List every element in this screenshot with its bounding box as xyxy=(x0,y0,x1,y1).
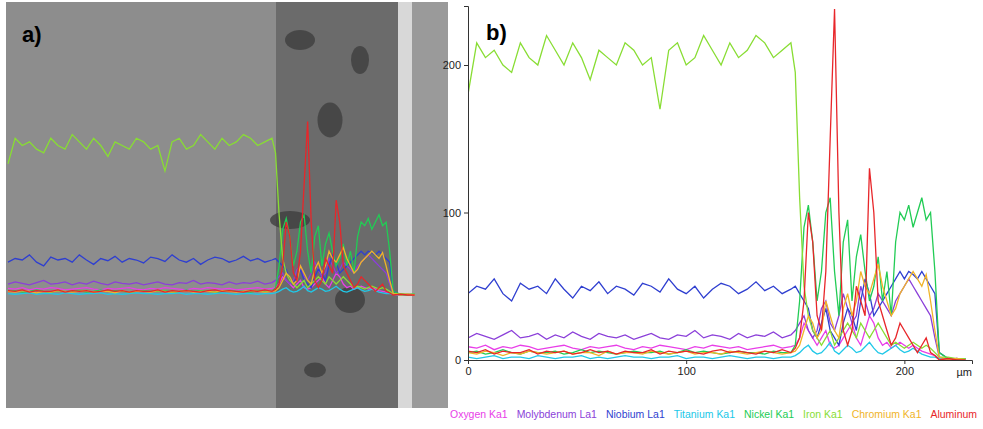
legend-entry: Aluminum xyxy=(930,409,977,420)
overlay-line xyxy=(8,215,415,295)
texture xyxy=(304,363,326,378)
x-tick: 200 xyxy=(896,360,914,377)
x-axis-line xyxy=(469,361,973,365)
x-tick-label: 200 xyxy=(896,365,914,377)
panel-a: a) xyxy=(6,2,448,408)
legend-entry: Nickel Ka1 xyxy=(744,409,794,420)
y-tick: 100 xyxy=(443,207,468,219)
y-tick-mark xyxy=(464,360,468,361)
legend-entry: Titanium Ka1 xyxy=(674,409,735,420)
figure: a) 0 100 200 0 100 200 µm b) Oxygen Ka1 Molybdenum… xyxy=(0,0,983,429)
x-tick: 100 xyxy=(678,360,696,377)
y-axis: 0 100 200 xyxy=(443,7,469,367)
panel-label: a) xyxy=(22,22,42,47)
y-tick-mark xyxy=(464,65,468,66)
x-tick-mark xyxy=(686,360,687,364)
edge xyxy=(398,2,412,408)
plot-lines xyxy=(468,9,965,360)
y-tick-label: 100 xyxy=(443,207,461,219)
x-axis-title: µm xyxy=(956,366,972,378)
panel-label: b) xyxy=(486,20,507,45)
legend-entry: Iron Ka1 xyxy=(803,409,843,420)
overlay-line xyxy=(8,135,415,295)
legend-entry: Niobium La1 xyxy=(606,409,665,420)
series-line xyxy=(468,198,965,360)
y-axis-line xyxy=(464,7,469,361)
legend-entry: Molybdenum La1 xyxy=(517,409,597,420)
overlay-line xyxy=(8,121,415,295)
y-tick-mark xyxy=(464,213,468,214)
overlay-lines xyxy=(8,121,415,295)
coating xyxy=(276,2,400,408)
y-tick: 200 xyxy=(443,59,468,71)
x-tick-label: 0 xyxy=(465,365,471,377)
x-tick-label: 100 xyxy=(678,365,696,377)
sem-image xyxy=(6,2,448,408)
series-line xyxy=(468,36,965,359)
x-tick-mark xyxy=(904,360,905,364)
texture xyxy=(318,103,343,138)
y-tick-label: 0 xyxy=(455,354,461,366)
legend: Oxygen Ka1 Molybdenum La1 Niobium La1 Titan… xyxy=(450,409,977,420)
texture xyxy=(285,30,315,50)
texture xyxy=(351,46,369,74)
legend-entry: Chromium Ka1 xyxy=(852,409,922,420)
substrate xyxy=(6,2,448,408)
x-tick: 0 xyxy=(465,360,471,377)
x-axis: 0 100 200 xyxy=(465,360,972,377)
y-tick-label: 200 xyxy=(443,59,461,71)
legend-entry: Oxygen Ka1 xyxy=(450,409,508,420)
panel-b: 0 100 200 0 100 200 µm b) Oxygen Ka1 Molybdenum L… xyxy=(443,7,978,421)
y-tick: 0 xyxy=(455,354,468,366)
series-line xyxy=(468,9,965,360)
